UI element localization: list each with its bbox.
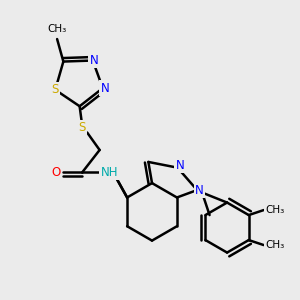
Text: N: N <box>195 184 204 196</box>
Text: S: S <box>78 121 86 134</box>
Text: N: N <box>90 54 98 67</box>
Text: S: S <box>52 83 59 96</box>
Text: CH₃: CH₃ <box>266 240 285 250</box>
Text: CH₃: CH₃ <box>266 205 285 215</box>
Text: N: N <box>176 159 184 172</box>
Text: N: N <box>101 82 110 94</box>
Text: CH₃: CH₃ <box>47 24 67 34</box>
Text: O: O <box>51 166 61 179</box>
Text: NH: NH <box>101 166 119 179</box>
